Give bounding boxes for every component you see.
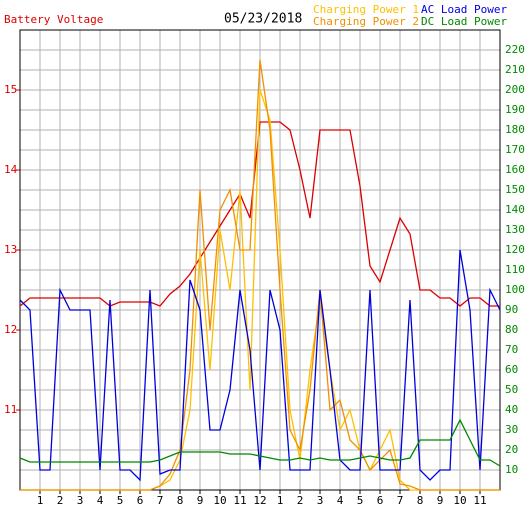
y2-tick-label: 210 [505, 63, 525, 76]
y2-tick-label: 150 [505, 183, 525, 196]
y-tick-label: 13 [4, 243, 17, 256]
legend-label: DC Load Power [421, 15, 507, 28]
x-tick-label: 1 [37, 494, 44, 507]
x-tick-label: 5 [117, 494, 124, 507]
x-tick-label: 6 [137, 494, 144, 507]
y2-tick-label: 200 [505, 83, 525, 96]
legend-label: AC Load Power [421, 3, 507, 16]
x-tick-label: 11 [233, 494, 246, 507]
y2-tick-label: 120 [505, 243, 525, 256]
x-tick-label: 1 [277, 494, 284, 507]
y-tick-label: 14 [4, 163, 18, 176]
y2-tick-label: 40 [505, 403, 518, 416]
x-tick-label: 3 [317, 494, 324, 507]
x-tick-label: 3 [77, 494, 84, 507]
y2-tick-label: 110 [505, 263, 525, 276]
y-tick-label: 11 [4, 403, 17, 416]
y2-tick-label: 50 [505, 383, 518, 396]
y2-tick-label: 30 [505, 423, 518, 436]
x-tick-label: 2 [297, 494, 304, 507]
y2-tick-label: 180 [505, 123, 525, 136]
y2-tick-label: 160 [505, 163, 525, 176]
chart-title: 05/23/2018 [224, 12, 302, 27]
y2-tick-label: 60 [505, 363, 518, 376]
y-tick-label: 15 [4, 83, 17, 96]
legend-label: Charging Power 2 [313, 15, 419, 28]
x-tick-label: 10 [453, 494, 466, 507]
x-tick-label: 7 [157, 494, 164, 507]
x-tick-label: 10 [213, 494, 226, 507]
x-tick-label: 6 [377, 494, 384, 507]
y2-tick-label: 190 [505, 103, 525, 116]
x-tick-label: 5 [357, 494, 364, 507]
x-tick-label: 11 [473, 494, 486, 507]
y2-tick-label: 100 [505, 283, 525, 296]
plot-frame [19, 29, 501, 491]
x-tick-label: 4 [337, 494, 344, 507]
y2-tick-label: 220 [505, 43, 525, 56]
x-tick-label: 4 [97, 494, 104, 507]
y2-tick-label: 140 [505, 203, 525, 216]
series-line [19, 249, 501, 482]
x-tick-label: 7 [397, 494, 404, 507]
series-line [19, 121, 500, 307]
x-tick-label: 8 [417, 494, 424, 507]
x-tick-label: 2 [57, 494, 64, 507]
x-tick-label: 8 [177, 494, 184, 507]
x-tick-label: 9 [437, 494, 444, 507]
legend-label: Battery Voltage [4, 13, 103, 26]
y2-tick-label: 20 [505, 443, 518, 456]
y2-tick-label: 80 [505, 323, 518, 336]
series-line [20, 59, 500, 491]
x-tick-label: 12 [253, 494, 266, 507]
y2-tick-label: 170 [505, 143, 525, 156]
y-tick-label: 12 [4, 323, 17, 336]
y2-tick-label: 130 [505, 223, 525, 236]
y2-tick-label: 70 [505, 343, 518, 356]
legend-label: Charging Power 1 [313, 3, 419, 16]
y2-tick-label: 90 [505, 303, 518, 316]
series-line [19, 418, 501, 467]
x-tick-label: 9 [197, 494, 204, 507]
y2-tick-label: 10 [505, 463, 518, 476]
